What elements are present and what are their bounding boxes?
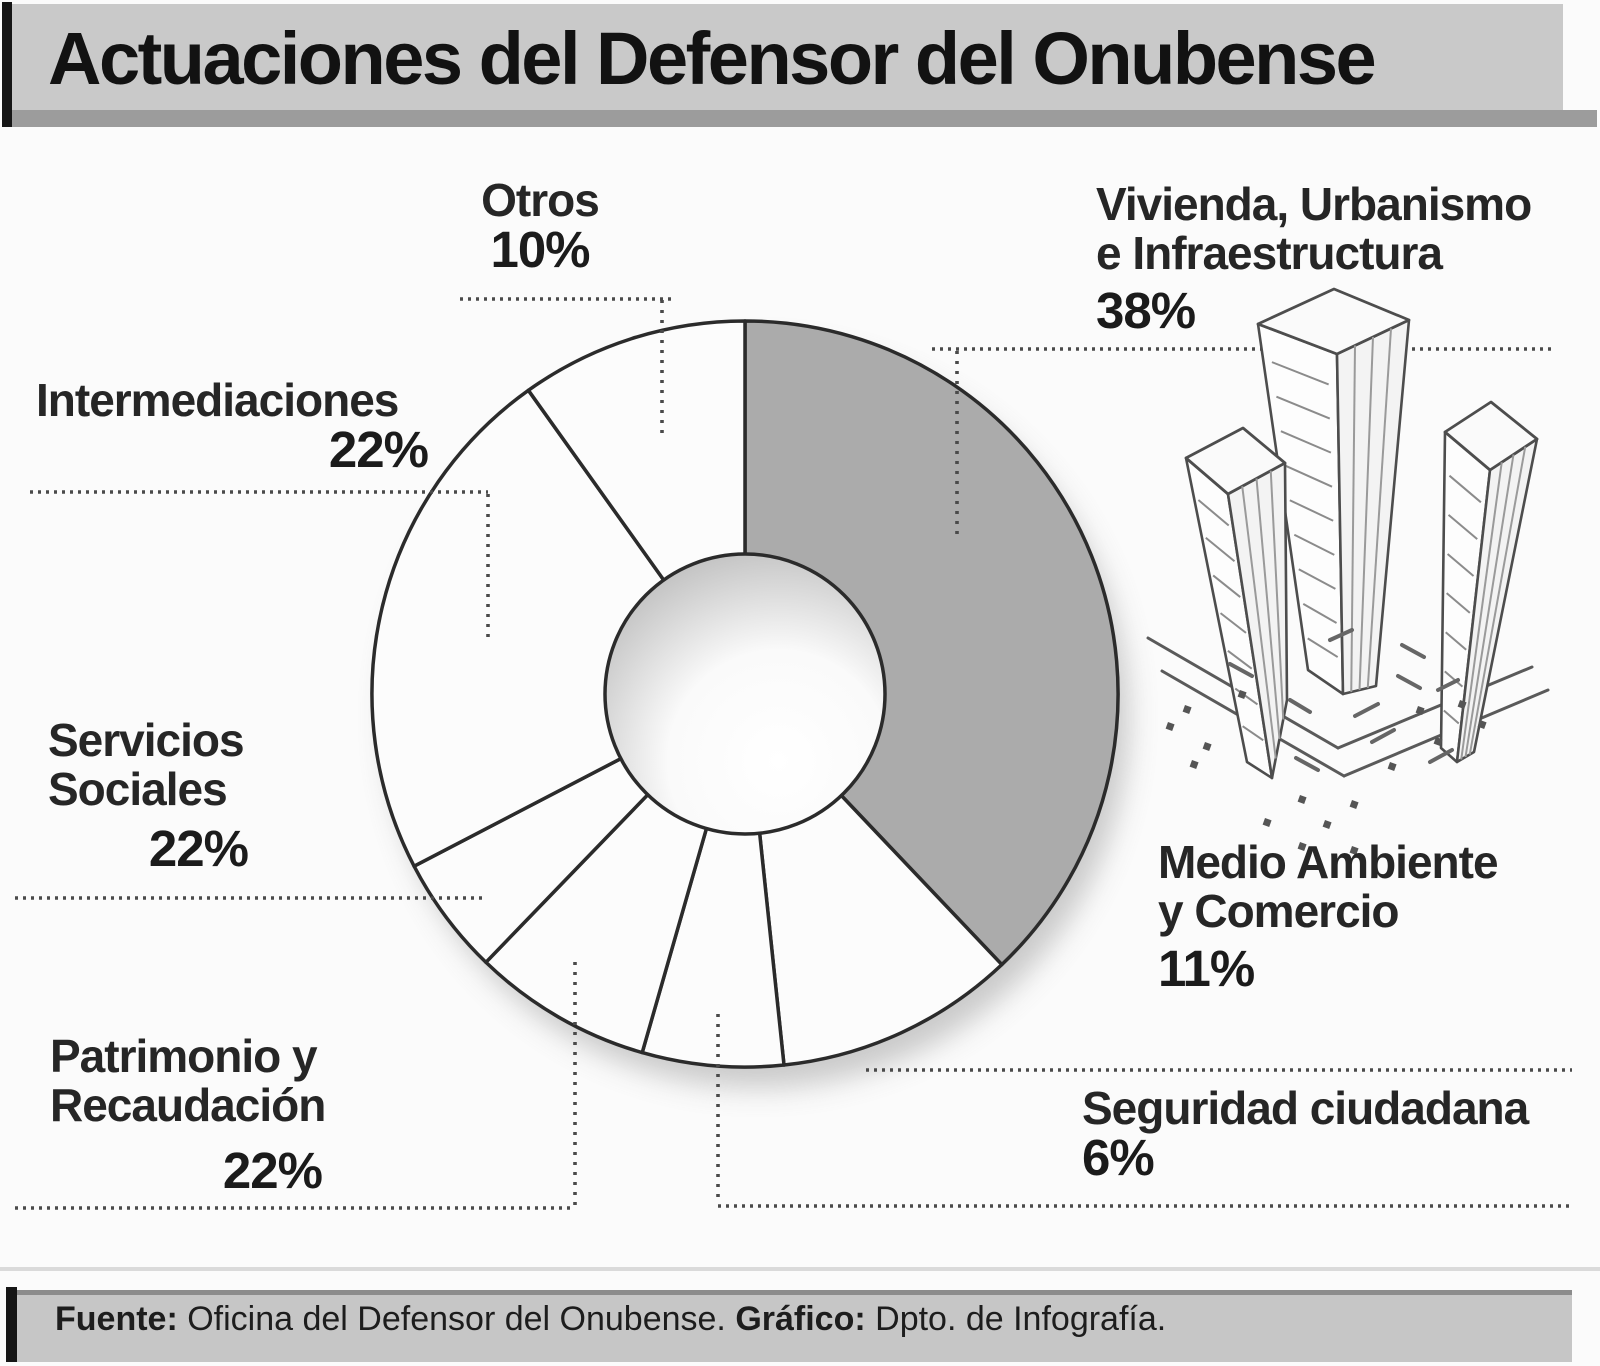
footer-separator: [0, 1267, 1600, 1271]
footer-credit-text: Dpto. de Infografía.: [865, 1300, 1167, 1338]
skyscrapers-illustration: [1146, 287, 1550, 855]
label-otros: Otros 10%: [430, 174, 650, 278]
label-medio-line2: y Comercio: [1158, 885, 1400, 937]
label-servicios-sociales: Servicios Sociales 22%: [48, 714, 249, 877]
label-patrimonio-pct: 22%: [222, 1142, 323, 1199]
title-left-bar: [2, 2, 12, 127]
label-otros-text: Otros: [481, 174, 600, 226]
label-intermediaciones: Intermediaciones 22%: [36, 374, 429, 478]
callout-leader-lines: [15, 297, 1572, 1210]
label-servicios-line1: Servicios: [48, 714, 245, 766]
page-title: Actuaciones del Defensor del Onubense: [48, 17, 1377, 100]
label-intermediaciones-pct: 22%: [328, 421, 429, 478]
label-seguridad-line1: Seguridad ciudadana: [1082, 1082, 1529, 1134]
label-otros-pct: 10%: [490, 221, 590, 278]
footer-source-label: Fuente:: [55, 1300, 178, 1338]
footer-source-text: Oficina del Defensor del Onubense.: [177, 1300, 736, 1338]
label-medio-pct: 11%: [1158, 940, 1255, 997]
label-medio-line1: Medio Ambiente: [1158, 836, 1499, 888]
slice-vivienda-urbanismo-e-infraestructura: [743, 319, 1120, 967]
footer-credit-label: Gráfico:: [735, 1300, 866, 1338]
label-patrimonio: Patrimonio y Recaudación 22%: [50, 1030, 326, 1199]
label-seguridad: Seguridad ciudadana 6%: [1082, 1082, 1572, 1186]
title-underline: [12, 110, 1597, 127]
donut-hole: [603, 552, 887, 836]
label-intermediaciones-text: Intermediaciones: [36, 374, 399, 426]
label-vivienda: Vivienda, Urbanismo e Infraestructura 38…: [1096, 178, 1556, 339]
slice-intermediaciones: [370, 388, 747, 868]
label-vivienda-line1: Vivienda, Urbanismo: [1096, 178, 1532, 230]
label-patrimonio-line2: Recaudación: [50, 1079, 326, 1131]
footer-band: [8, 1290, 1572, 1362]
label-vivienda-line2: e Infraestructura: [1096, 227, 1443, 279]
title-band: [12, 4, 1563, 110]
label-servicios-line2: Sociales: [48, 763, 228, 815]
label-vivienda-pct: 38%: [1096, 282, 1196, 339]
label-seguridad-pct: 6%: [1082, 1129, 1155, 1186]
footer-credits: Fuente: Oficina del Defensor del Onubens…: [55, 1300, 1166, 1339]
label-patrimonio-line1: Patrimonio y: [50, 1030, 318, 1082]
footer-left-bar: [6, 1287, 17, 1362]
label-servicios-pct: 22%: [148, 820, 249, 877]
label-medio-ambiente: Medio Ambiente y Comercio 11%: [1158, 836, 1588, 997]
